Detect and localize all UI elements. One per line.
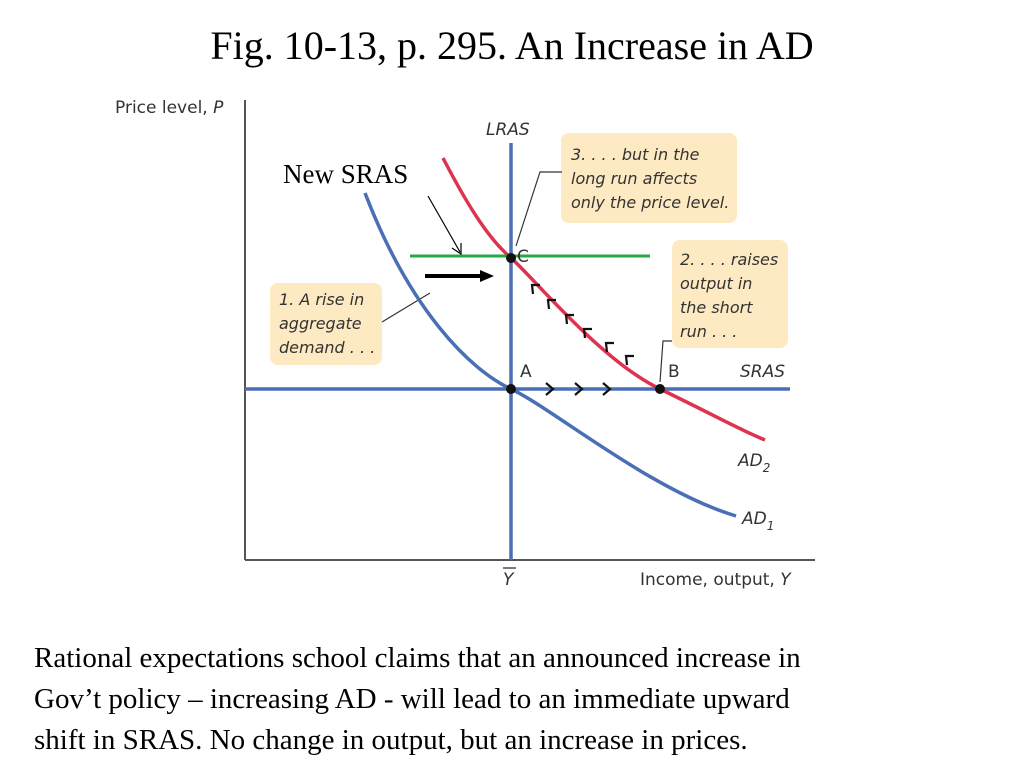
lras-label: LRAS (486, 120, 530, 140)
svg-text:long run affects: long run affects (571, 169, 697, 188)
chevrons-right (545, 382, 612, 396)
new-sras-label: New SRAS (283, 159, 408, 189)
slide-title: Fig. 10-13, p. 295. An Increase in AD (210, 23, 814, 68)
point-b-dot (655, 384, 665, 394)
new-sras-pointer-head (451, 243, 462, 256)
svg-text:the short: the short (680, 298, 753, 317)
shift-arrow-icon (425, 270, 494, 282)
note-box-3: 3. . . . but in the long run affects onl… (561, 133, 737, 223)
point-b-label: B (668, 362, 680, 382)
y-axis-label: Price level, P (115, 98, 224, 118)
x-axis-label: Income, output, Y (640, 570, 792, 590)
point-c-label: C (517, 247, 529, 267)
leader-note-3 (515, 171, 562, 247)
svg-text:1. A rise in: 1. A rise in (279, 290, 364, 309)
sras-label: SRAS (740, 362, 785, 382)
leader-note-2 (659, 340, 672, 383)
note-box-1: 1. A rise in aggregate demand . . . (270, 283, 382, 365)
svg-text:3. . . . but in the: 3. . . . but in the (571, 145, 700, 164)
caption-line: Rational expectations school claims that… (34, 642, 801, 674)
ad1-label: AD1 (741, 509, 774, 533)
svg-text:aggregate: aggregate (279, 314, 362, 333)
ad2-label: AD2 (737, 451, 770, 475)
x-tick-ybar: Y (503, 567, 516, 590)
slide-caption: Rational expectations school claims that… (34, 638, 994, 761)
svg-text:run . . .: run . . . (680, 322, 737, 341)
leader-note-1 (381, 292, 431, 323)
svg-text:2. . . . raises: 2. . . . raises (680, 250, 778, 269)
axes (244, 100, 815, 561)
chevrons-up-left (530, 283, 634, 366)
new-sras-pointer (427, 195, 461, 253)
caption-line: Gov’t policy – increasing AD - will lead… (34, 683, 790, 715)
svg-text:demand . . .: demand . . . (279, 338, 375, 357)
point-a-dot (506, 384, 516, 394)
caption-line: shift in SRAS. No change in output, but … (34, 724, 748, 756)
x-tick-label: Y (503, 570, 515, 590)
svg-text:only the price level.: only the price level. (571, 193, 729, 212)
note-box-2: 2. . . . raises output in the short run … (672, 240, 788, 348)
point-a-label: A (520, 362, 532, 382)
svg-text:output in: output in (680, 274, 752, 293)
point-c-dot (506, 253, 516, 263)
ad-increase-diagram: Price level, P Income, output, Y Y 3. . … (115, 98, 815, 590)
